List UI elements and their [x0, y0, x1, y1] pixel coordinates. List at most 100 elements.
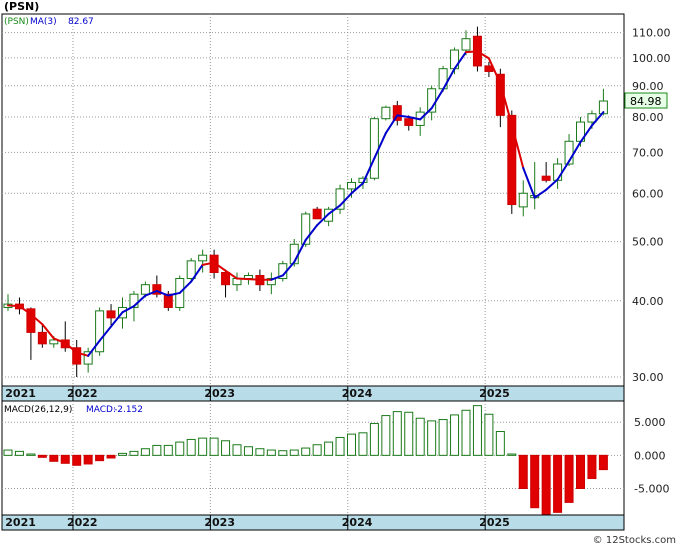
macd-tick-label-1: 0.000	[634, 449, 666, 462]
macd-bar-13	[152, 444, 162, 456]
ma-segment-18	[213, 261, 227, 272]
macd-bar-2	[26, 453, 36, 456]
macd-years-label-1: 2022	[67, 516, 98, 529]
price-legend-swatch: (PSN)	[4, 17, 29, 27]
ma-segment-35	[407, 116, 422, 121]
candle-body-19	[221, 271, 231, 286]
macd-bar-51	[587, 454, 597, 480]
candle-body-32	[369, 118, 379, 179]
ma-segment-9	[110, 311, 124, 328]
macd-bar-35	[404, 411, 414, 456]
candle-body-44	[507, 114, 517, 206]
price-candles	[3, 26, 608, 378]
candle-body-14	[163, 293, 173, 308]
ma-segment-2	[29, 313, 44, 326]
macd-bar-42	[484, 413, 494, 456]
macd-years-label-4: 2025	[479, 516, 510, 529]
ma-segment-51	[590, 111, 605, 127]
ma-segment-31	[361, 157, 376, 185]
ma-segment-21	[247, 278, 261, 281]
ma-segment-4	[52, 337, 67, 345]
macd-bar-15	[175, 441, 185, 456]
candle-body-6	[72, 347, 82, 365]
macd-bar-33	[381, 415, 391, 456]
ma-segment-15	[178, 280, 193, 294]
macd-tick-label-0: 5.000	[634, 416, 666, 429]
candle-body-8	[95, 310, 105, 353]
macd-histogram	[3, 405, 608, 515]
ma-segment-0	[7, 304, 21, 308]
macd-bar-43	[495, 430, 505, 456]
macd-bar-27	[312, 444, 322, 456]
macd-bar-28	[324, 441, 334, 456]
candle-body-2	[26, 308, 36, 333]
candle-body-7	[83, 351, 93, 365]
candle-body-11	[129, 293, 139, 308]
candle-body-33	[381, 106, 391, 120]
price-tick-label-1: 100.00	[632, 52, 671, 65]
macd-bar-30	[347, 433, 356, 456]
ma-segment-23	[270, 274, 284, 281]
candle-body-12	[140, 284, 150, 295]
ma-segment-30	[350, 182, 364, 195]
macd-bar-20	[232, 444, 242, 456]
ma-segment-28	[327, 204, 342, 215]
ma-segment-40	[465, 50, 479, 54]
price-tick-label-8: 30.00	[632, 371, 664, 384]
macd-y-axis: 5.000 0.000 -5.000	[634, 416, 669, 495]
macd-bar-23	[266, 449, 276, 456]
ma-segment-36	[419, 107, 433, 121]
candle-body-34	[392, 105, 402, 121]
macd-bar-3	[37, 454, 47, 458]
ma-segment-26	[304, 224, 319, 242]
macd-bar-39	[450, 414, 460, 456]
price-gridlines	[2, 14, 624, 386]
ma-segment-24	[281, 260, 296, 277]
last-price-value: 84.98	[630, 95, 662, 108]
ma-segment-39	[453, 51, 467, 70]
candle-body-35	[404, 118, 414, 126]
ma-segment-14	[167, 291, 181, 297]
macd-bar-36	[415, 417, 425, 456]
price-panel-frame	[1, 13, 625, 402]
ma-segment-19	[224, 269, 238, 280]
macd-title: MACD(26,12,9)	[4, 405, 72, 415]
price-years-label-1: 2022	[67, 387, 98, 400]
macd-bar-34	[392, 411, 402, 456]
macd-value-label: MACD:	[86, 405, 116, 415]
ma-segment-38	[442, 67, 456, 91]
price-tick-label-5: 60.00	[632, 187, 664, 200]
candle-body-47	[541, 175, 551, 181]
macd-bar-45	[518, 454, 528, 489]
candle-body-13	[152, 284, 162, 295]
ma-segment-1	[18, 305, 32, 316]
candle-body-30	[347, 181, 356, 190]
price-y-axis: 110.00 100.00 90.00 80.00 70.00 60.00 50.00 40.…	[632, 27, 671, 384]
ticker-label: (PSN)	[4, 0, 39, 13]
ma-segment-46	[533, 188, 548, 199]
macd-bar-19	[221, 440, 231, 456]
ma-legend-label: MA(3)	[30, 17, 57, 27]
macd-bar-10	[118, 452, 127, 456]
price-tick-label-2: 90.00	[632, 80, 664, 93]
candle-body-27	[312, 208, 322, 220]
moving-average-line	[7, 50, 605, 357]
macd-bar-9	[106, 454, 116, 459]
candle-body-3	[37, 331, 47, 345]
candle-body-9	[106, 310, 116, 319]
ma-segment-25	[293, 239, 307, 263]
macd-bar-22	[255, 448, 265, 456]
macd-bar-14	[163, 444, 173, 456]
ma-segment-6	[75, 351, 90, 357]
ma-segment-43	[499, 82, 513, 126]
ma-segment-37	[430, 88, 445, 110]
price-tick-label-6: 50.00	[632, 236, 664, 249]
macd-bar-37	[427, 420, 437, 456]
ma-segment-49	[568, 141, 582, 163]
ma-segment-48	[556, 160, 571, 181]
ma-segment-10	[121, 305, 135, 314]
ma-segment-16	[190, 263, 204, 283]
ma-segment-20	[236, 277, 250, 281]
price-year-labels: 2021 2022 2023 2024 2025	[5, 386, 510, 401]
macd-bar-18	[209, 437, 219, 456]
